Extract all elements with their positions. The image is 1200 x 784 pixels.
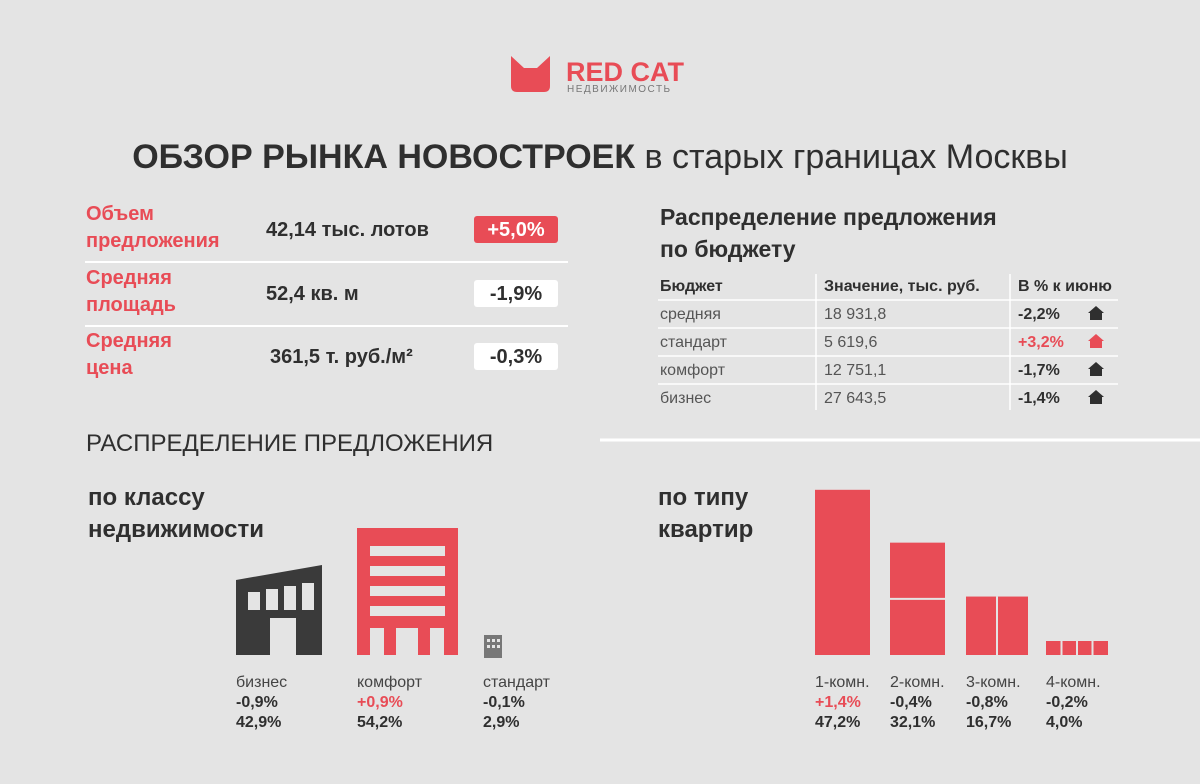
type-name: 3-комн. (966, 674, 1021, 691)
table-cell: -2,2% (1018, 306, 1060, 323)
table-cell: комфорт (660, 362, 726, 379)
budget-title: Распределение предложения (660, 204, 997, 230)
type-change: -0,8% (966, 694, 1008, 711)
metric-badge (474, 216, 558, 243)
building-business (236, 565, 322, 655)
type-share: 4,0% (1046, 714, 1082, 731)
class-change: -0,9% (236, 694, 278, 711)
table-cell: бизнес (660, 390, 711, 407)
class-change: -0,1% (483, 694, 525, 711)
type-name: 2-комн. (890, 674, 945, 691)
class-change: +0,9% (357, 694, 403, 711)
type-name: 1-комн. (815, 674, 870, 691)
table-cell: 5 619,6 (824, 334, 877, 351)
building-comfort (357, 528, 458, 655)
class-title: недвижимости (88, 516, 264, 543)
table-cell: -1,7% (1018, 362, 1060, 379)
metric-value: 42,14 тыс. лотов (266, 219, 429, 241)
title-bold: ОБЗОР РЫНКА НОВОСТРОЕК (132, 138, 635, 176)
metric-label: Объем (86, 203, 154, 225)
bar (815, 489, 870, 655)
table-cell: средняя (660, 306, 721, 323)
house-icon (1088, 306, 1104, 320)
house-icon (1088, 362, 1104, 376)
table-cell: 18 931,8 (824, 306, 886, 323)
table-cell: 27 643,5 (824, 390, 886, 407)
table-cell: стандарт (660, 334, 728, 351)
metric-badge (474, 280, 558, 307)
class-share: 42,9% (236, 714, 281, 731)
type-share: 16,7% (966, 714, 1011, 731)
metric-change: -0,3% (490, 346, 542, 368)
type-change: -0,2% (1046, 694, 1088, 711)
class-title: по классу (88, 484, 205, 511)
logo-icon (511, 56, 550, 92)
metric-label: цена (86, 357, 133, 379)
logo-tagline: НЕДВИЖИМОСТЬ (567, 84, 672, 95)
class-share: 2,9% (483, 714, 519, 731)
type-title: квартир (658, 516, 753, 543)
table-header: Значение, тыс. руб. (824, 278, 980, 295)
class-name: комфорт (357, 674, 423, 691)
house-icon (1088, 390, 1104, 404)
main-title: ОБЗОР РЫНКА НОВОСТРОЕК в старых границах… (132, 138, 1068, 176)
type-share: 32,1% (890, 714, 935, 731)
class-share: 54,2% (357, 714, 402, 731)
table-header: Бюджет (660, 278, 723, 295)
type-change: +1,4% (815, 694, 861, 711)
house-icon (1088, 334, 1104, 348)
table-header: В % к июню (1018, 278, 1112, 295)
title-regular: в старых границах Москвы (645, 138, 1068, 176)
metric-change: +5,0% (487, 219, 544, 241)
type-change: -0,4% (890, 694, 932, 711)
table-cell: 12 751,1 (824, 362, 886, 379)
metric-badge (474, 343, 558, 370)
metric-value: 361,5 т. руб./м² (270, 346, 413, 368)
metric-label: предложения (86, 230, 220, 252)
metric-label: Средняя (86, 330, 172, 352)
section-title: РАСПРЕДЕЛЕНИЕ ПРЕДЛОЖЕНИЯ (86, 430, 493, 457)
table-cell: +3,2% (1018, 334, 1064, 351)
metric-change: -1,9% (490, 283, 542, 305)
type-title: по типу (658, 484, 749, 511)
class-name: бизнес (236, 674, 287, 691)
metric-label: площадь (86, 294, 176, 316)
metric-value: 52,4 кв. м (266, 283, 359, 305)
table-cell: -1,4% (1018, 390, 1060, 407)
budget-title: по бюджету (660, 236, 796, 262)
logo-brand: RED CAT (566, 57, 685, 87)
building-standard (484, 635, 502, 658)
metric-label: Средняя (86, 267, 172, 289)
type-share: 47,2% (815, 714, 860, 731)
class-name: стандарт (483, 674, 551, 691)
type-name: 4-комн. (1046, 674, 1101, 691)
